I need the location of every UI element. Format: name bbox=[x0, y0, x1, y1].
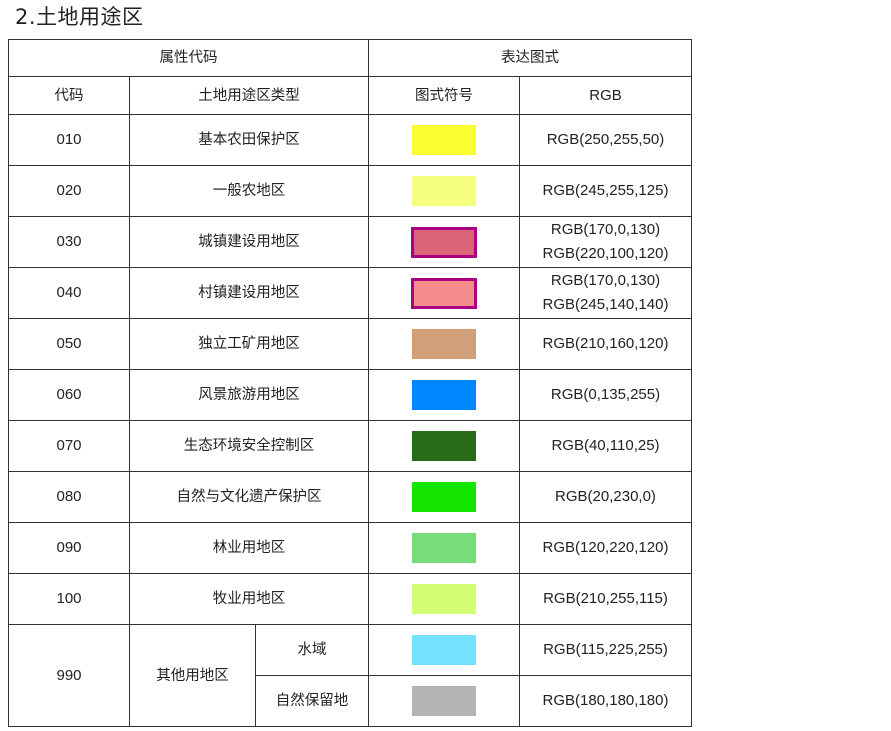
type-cell: 其他用地区 bbox=[129, 624, 256, 727]
rgb-cell: RGB(20,230,0) bbox=[519, 471, 692, 523]
code-cell: 070 bbox=[8, 420, 130, 472]
rgb-value: RGB(0,135,255) bbox=[550, 386, 661, 403]
type-cell: 牧业用地区 bbox=[129, 573, 369, 625]
rgb-value: RGB(120,220,120) bbox=[542, 539, 669, 556]
rgb-value: RGB(250,255,50) bbox=[546, 131, 665, 148]
rgb-cell: RGB(170,0,130) RGB(220,100,120) bbox=[519, 216, 692, 268]
rgb-value: RGB(245,255,125) bbox=[542, 182, 669, 199]
header-code: 代码 bbox=[8, 76, 130, 115]
page-title: 2.土地用途区 bbox=[15, 5, 144, 29]
table-row: 020 一般农地区 RGB(245,255,125) bbox=[8, 165, 692, 217]
symbol-cell bbox=[368, 420, 520, 472]
color-swatch bbox=[411, 277, 477, 309]
rgb-cell: RGB(40,110,25) bbox=[519, 420, 692, 472]
code-cell: 090 bbox=[8, 522, 130, 574]
header-column-row: 代码 土地用途区类型 图式符号 RGB bbox=[8, 76, 692, 115]
rgb-cell: RGB(250,255,50) bbox=[519, 114, 692, 166]
subtype-cell: 自然保留地 bbox=[255, 675, 369, 727]
type-cell: 一般农地区 bbox=[129, 165, 369, 217]
color-swatch bbox=[412, 635, 476, 665]
code-cell: 020 bbox=[8, 165, 130, 217]
rgb-value: RGB(20,230,0) bbox=[555, 488, 656, 505]
code-cell: 080 bbox=[8, 471, 130, 523]
symbol-cell bbox=[368, 165, 520, 217]
table-row: 自然保留地 RGB(180,180,180) bbox=[9, 675, 692, 727]
rgb-cell: RGB(115,225,255) bbox=[519, 624, 692, 676]
header-symbol: 图式符号 bbox=[368, 76, 520, 115]
symbol-cell bbox=[368, 573, 520, 625]
type-cell: 独立工矿用地区 bbox=[129, 318, 369, 370]
color-swatch bbox=[412, 176, 476, 206]
rgb-cell: RGB(0,135,255) bbox=[519, 369, 692, 421]
table-row: 040 村镇建设用地区 RGB(170,0,130) RGB(245,140,140) bbox=[8, 267, 692, 319]
color-swatch bbox=[412, 584, 476, 614]
color-swatch bbox=[412, 533, 476, 563]
header-type: 土地用途区类型 bbox=[129, 76, 369, 115]
symbol-cell bbox=[368, 522, 520, 574]
rgb-value-secondary: RGB(220,100,120) bbox=[542, 245, 669, 262]
header-expression: 表达图式 bbox=[368, 39, 692, 77]
rgb-value: RGB(40,110,25) bbox=[551, 437, 660, 454]
rgb-value: RGB(210,160,120) bbox=[542, 335, 669, 352]
code-cell: 060 bbox=[8, 369, 130, 421]
rgb-value: RGB(115,225,255) bbox=[543, 641, 668, 658]
code-cell: 040 bbox=[8, 267, 130, 319]
type-cell: 林业用地区 bbox=[129, 522, 369, 574]
table-row: 080 自然与文化遗产保护区 RGB(20,230,0) bbox=[8, 471, 692, 523]
rgb-cell: RGB(245,255,125) bbox=[519, 165, 692, 217]
code-cell: 100 bbox=[8, 573, 130, 625]
color-swatch bbox=[412, 380, 476, 410]
table-row: 050 独立工矿用地区 RGB(210,160,120) bbox=[8, 318, 692, 370]
table-row: 100 牧业用地区 RGB(210,255,115) bbox=[8, 573, 692, 625]
symbol-cell bbox=[368, 624, 520, 676]
symbol-cell bbox=[368, 216, 520, 268]
rgb-value: RGB(180,180,180) bbox=[542, 692, 669, 709]
type-cell: 自然与文化遗产保护区 bbox=[129, 471, 369, 523]
symbol-cell bbox=[368, 114, 520, 166]
type-cell: 基本农田保护区 bbox=[129, 114, 369, 166]
color-swatch bbox=[411, 226, 477, 258]
symbol-cell bbox=[368, 471, 520, 523]
table-row: 070 生态环境安全控制区 RGB(40,110,25) bbox=[8, 420, 692, 472]
type-cell: 村镇建设用地区 bbox=[129, 267, 369, 319]
header-group-row: 属性代码 表达图式 bbox=[8, 39, 692, 77]
land-use-legend-table: 属性代码 表达图式 代码 土地用途区类型 图式符号 RGB 010 基本农田保护区… bbox=[8, 39, 692, 727]
rgb-cell: RGB(210,255,115) bbox=[519, 573, 692, 625]
color-swatch bbox=[412, 686, 476, 716]
symbol-cell bbox=[368, 267, 520, 319]
symbol-cell bbox=[368, 675, 520, 727]
rgb-cell: RGB(170,0,130) RGB(245,140,140) bbox=[519, 267, 692, 319]
subtype-cell: 水域 bbox=[255, 624, 369, 676]
type-cell: 城镇建设用地区 bbox=[129, 216, 369, 268]
type-cell: 生态环境安全控制区 bbox=[129, 420, 369, 472]
header-rgb: RGB bbox=[519, 76, 692, 115]
color-swatch bbox=[412, 482, 476, 512]
rgb-value: RGB(210,255,115) bbox=[543, 590, 668, 607]
code-cell: 990 bbox=[8, 624, 130, 727]
table-row: 030 城镇建设用地区 RGB(170,0,130) RGB(220,100,120) bbox=[8, 216, 692, 268]
rgb-value: RGB(170,0,130) bbox=[550, 272, 661, 289]
color-swatch bbox=[412, 125, 476, 155]
code-cell: 030 bbox=[8, 216, 130, 268]
color-swatch bbox=[412, 431, 476, 461]
type-cell: 风景旅游用地区 bbox=[129, 369, 369, 421]
code-cell: 010 bbox=[8, 114, 130, 166]
symbol-cell bbox=[368, 369, 520, 421]
header-attr-code: 属性代码 bbox=[8, 39, 369, 77]
table-row: 090 林业用地区 RGB(120,220,120) bbox=[8, 522, 692, 574]
table-row: 990 其他用地区 水域 RGB(115,225,255) bbox=[8, 624, 692, 727]
rgb-cell: RGB(120,220,120) bbox=[519, 522, 692, 574]
symbol-cell bbox=[368, 318, 520, 370]
rgb-cell: RGB(180,180,180) bbox=[519, 675, 692, 727]
table-row: 060 风景旅游用地区 RGB(0,135,255) bbox=[8, 369, 692, 421]
rgb-value-secondary: RGB(245,140,140) bbox=[542, 296, 669, 313]
rgb-value: RGB(170,0,130) bbox=[550, 221, 661, 238]
code-cell: 050 bbox=[8, 318, 130, 370]
color-swatch bbox=[412, 329, 476, 359]
table-row: 010 基本农田保护区 RGB(250,255,50) bbox=[8, 114, 692, 166]
rgb-cell: RGB(210,160,120) bbox=[519, 318, 692, 370]
